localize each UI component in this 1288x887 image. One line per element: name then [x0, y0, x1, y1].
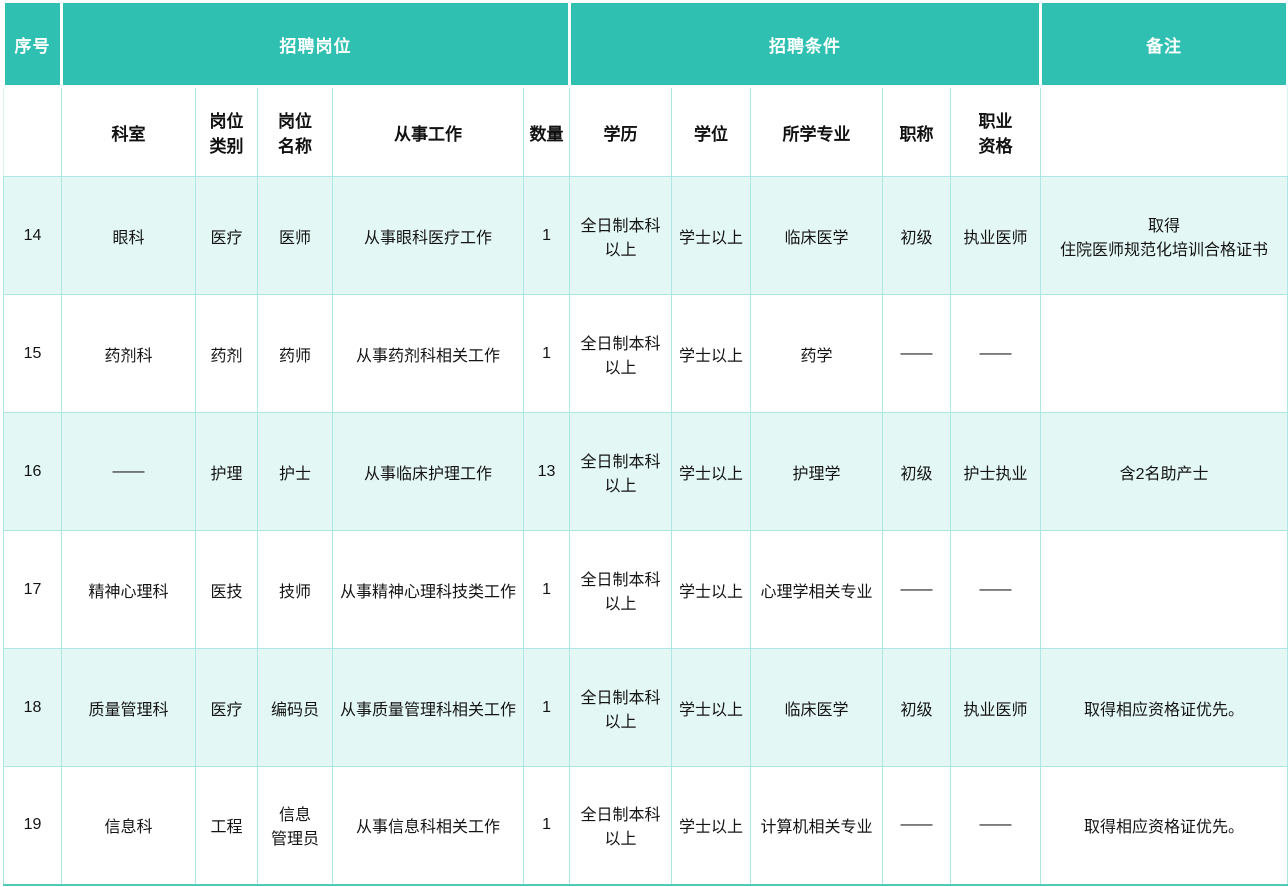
- header-remark-spacer: [1040, 85, 1288, 177]
- cell-seq: 18: [3, 648, 62, 767]
- header-sub-row: 科室 岗位 类别 岗位 名称 从事工作 数量 学历 学位 所学专业 职称 职业 …: [3, 85, 1288, 177]
- cell-work: 从事质量管理科相关工作: [332, 648, 524, 767]
- cell-major: 护理学: [750, 412, 884, 531]
- cell-dept: ——: [61, 412, 196, 531]
- cell-category: 医技: [195, 530, 258, 649]
- cell-work: 从事药剂科相关工作: [332, 294, 524, 413]
- header-education: 学历: [569, 85, 673, 177]
- table-row-19: 19 信息科 工程 信息 管理员 从事信息科相关工作 1 全日制本科 以上 学士…: [3, 766, 1288, 886]
- cell-education: 全日制本科 以上: [569, 294, 673, 413]
- header-major: 所学专业: [750, 85, 884, 177]
- table-row-17: 17 精神心理科 医技 技师 从事精神心理科技类工作 1 全日制本科 以上 学士…: [3, 530, 1288, 649]
- cell-dept: 药剂科: [61, 294, 196, 413]
- cell-category: 医疗: [195, 648, 258, 767]
- cell-title: ——: [882, 530, 952, 649]
- cell-quantity: 1: [522, 530, 571, 649]
- cell-degree: 学士以上: [671, 412, 752, 531]
- cell-seq: 15: [3, 294, 62, 413]
- cell-remark: [1040, 530, 1288, 649]
- cell-education: 全日制本科 以上: [569, 766, 673, 886]
- header-seq: 序号: [2, 0, 63, 88]
- cell-education: 全日制本科 以上: [569, 176, 673, 295]
- cell-work: 从事眼科医疗工作: [332, 176, 524, 295]
- cell-major: 心理学相关专业: [750, 530, 884, 649]
- cell-seq: 16: [3, 412, 62, 531]
- cell-dept: 信息科: [61, 766, 196, 886]
- cell-education: 全日制本科 以上: [569, 412, 673, 531]
- cell-post-name: 护士: [257, 412, 333, 531]
- cell-remark: [1040, 294, 1288, 413]
- cell-degree: 学士以上: [671, 766, 752, 886]
- header-post-name: 岗位 名称: [257, 85, 333, 177]
- cell-degree: 学士以上: [671, 530, 752, 649]
- cell-dept: 眼科: [61, 176, 196, 295]
- cell-seq: 19: [3, 766, 62, 886]
- table-row-15: 15 药剂科 药剂 药师 从事药剂科相关工作 1 全日制本科 以上 学士以上 药…: [3, 294, 1288, 413]
- cell-qualification: 执业医师: [950, 648, 1042, 767]
- cell-remark: 取得 住院医师规范化培训合格证书: [1040, 176, 1288, 295]
- cell-post-name: 技师: [257, 530, 333, 649]
- cell-major: 药学: [750, 294, 884, 413]
- header-title: 职称: [882, 85, 952, 177]
- cell-remark: 取得相应资格证优先。: [1040, 766, 1288, 886]
- cell-dept: 精神心理科: [61, 530, 196, 649]
- cell-post-name: 信息 管理员: [257, 766, 333, 886]
- cell-qualification: 执业医师: [950, 176, 1042, 295]
- cell-seq: 17: [3, 530, 62, 649]
- cell-degree: 学士以上: [671, 176, 752, 295]
- header-dept: 科室: [61, 85, 196, 177]
- header-degree: 学位: [671, 85, 752, 177]
- cell-title: ——: [882, 294, 952, 413]
- cell-quantity: 1: [522, 176, 571, 295]
- cell-remark: 含2名助产士: [1040, 412, 1288, 531]
- table-row-18: 18 质量管理科 医疗 编码员 从事质量管理科相关工作 1 全日制本科 以上 学…: [3, 648, 1288, 767]
- cell-quantity: 1: [522, 648, 571, 767]
- cell-title: 初级: [882, 176, 952, 295]
- table-row-14: 14 眼科 医疗 医师 从事眼科医疗工作 1 全日制本科 以上 学士以上 临床医…: [3, 176, 1288, 295]
- cell-education: 全日制本科 以上: [569, 648, 673, 767]
- cell-major: 临床医学: [750, 176, 884, 295]
- cell-quantity: 1: [522, 766, 571, 886]
- header-job-group: 招聘岗位: [59, 0, 572, 88]
- cell-seq: 14: [3, 176, 62, 295]
- cell-education: 全日制本科 以上: [569, 530, 673, 649]
- cell-qualification: ——: [950, 530, 1042, 649]
- cell-qualification: ——: [950, 294, 1042, 413]
- cell-post-name: 药师: [257, 294, 333, 413]
- cell-dept: 质量管理科: [61, 648, 196, 767]
- cell-post-name: 编码员: [257, 648, 333, 767]
- cell-title: 初级: [882, 648, 952, 767]
- cell-major: 临床医学: [750, 648, 884, 767]
- cell-work: 从事临床护理工作: [332, 412, 524, 531]
- cell-title: 初级: [882, 412, 952, 531]
- cell-qualification: 护士执业: [950, 412, 1042, 531]
- cell-major: 计算机相关专业: [750, 766, 884, 886]
- cell-title: ——: [882, 766, 952, 886]
- cell-category: 医疗: [195, 176, 258, 295]
- cell-category: 工程: [195, 766, 258, 886]
- cell-category: 护理: [195, 412, 258, 531]
- cell-post-name: 医师: [257, 176, 333, 295]
- header-category: 岗位 类别: [195, 85, 258, 177]
- header-work: 从事工作: [332, 85, 524, 177]
- header-quantity: 数量: [522, 85, 571, 177]
- cell-degree: 学士以上: [671, 648, 752, 767]
- cell-qualification: ——: [950, 766, 1042, 886]
- cell-work: 从事精神心理科技类工作: [332, 530, 524, 649]
- cell-quantity: 1: [522, 294, 571, 413]
- cell-degree: 学士以上: [671, 294, 752, 413]
- cell-category: 药剂: [195, 294, 258, 413]
- cell-remark: 取得相应资格证优先。: [1040, 648, 1288, 767]
- header-seq-spacer: [3, 85, 62, 177]
- cell-quantity: 13: [522, 412, 571, 531]
- header-condition-group: 招聘条件: [568, 0, 1043, 88]
- header-remark: 备注: [1039, 0, 1288, 88]
- header-qualification: 职业 资格: [950, 85, 1042, 177]
- cell-work: 从事信息科相关工作: [332, 766, 524, 886]
- table-row-16: 16 —— 护理 护士 从事临床护理工作 13 全日制本科 以上 学士以上 护理…: [3, 412, 1288, 531]
- header-group-row: 序号 招聘岗位 招聘条件 备注: [2, 0, 1288, 88]
